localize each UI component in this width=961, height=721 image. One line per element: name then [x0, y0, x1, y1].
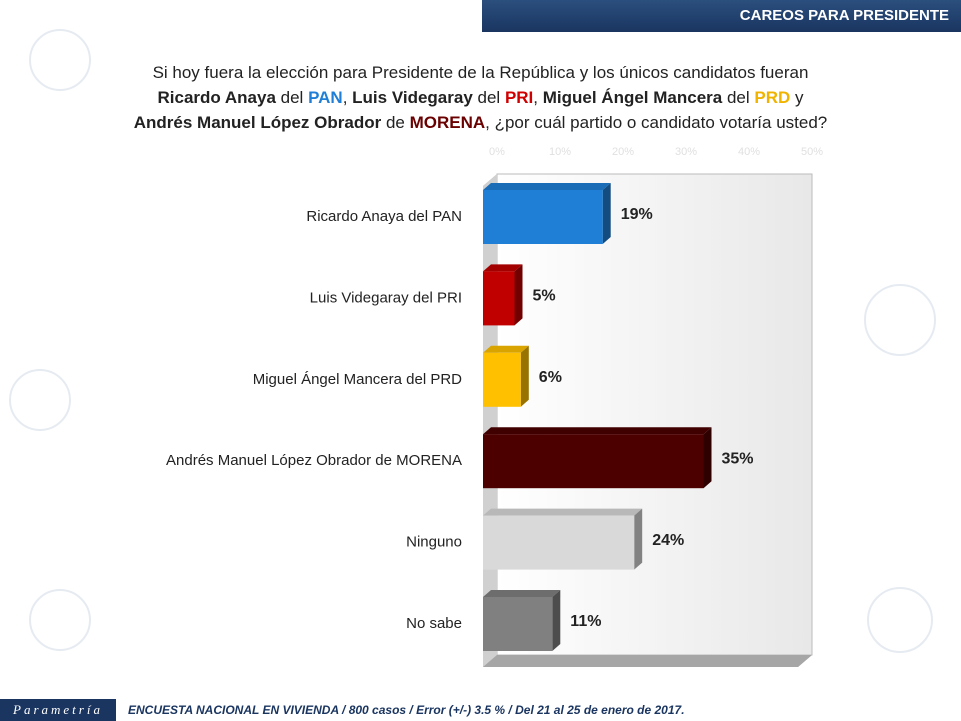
- y-tick-label: Luis Videgaray del PRI: [310, 289, 462, 306]
- bar-top: [483, 264, 523, 272]
- title-segment: Miguel Ángel Mancera: [542, 88, 723, 107]
- y-tick-label: Miguel Ángel Mancera del PRD: [253, 371, 462, 388]
- x-tick-label: 30%: [675, 146, 697, 158]
- value-label: 24%: [652, 532, 684, 549]
- title-line: Si hoy fuera la elección para Presidente…: [0, 60, 961, 85]
- bar: [483, 434, 704, 489]
- bar: [483, 190, 603, 244]
- title-segment: PAN: [308, 88, 343, 107]
- y-tick-label: Ricardo Anaya del PAN: [306, 208, 462, 225]
- x-tick-label: 0%: [489, 146, 505, 158]
- title-line: Ricardo Anaya del PAN, Luis Videgaray de…: [0, 85, 961, 110]
- title-segment: ,: [342, 88, 353, 107]
- title-segment: MORENA: [409, 113, 486, 132]
- bar: [483, 352, 521, 407]
- title-segment: PRD: [754, 88, 791, 107]
- bar: [483, 515, 635, 570]
- title-segment: del: [472, 88, 505, 107]
- bar-top: [483, 427, 712, 435]
- bar-side: [514, 264, 523, 326]
- title-segment: Andrés Manuel López Obrador: [133, 113, 382, 132]
- title-segment: Ricardo Anaya: [157, 88, 276, 107]
- x-tick-label: 40%: [738, 146, 760, 158]
- title-segment: , ¿por cuál partido o candidato votaría …: [485, 113, 828, 132]
- title-segment: ,: [533, 88, 543, 107]
- title-segment: de: [381, 113, 410, 132]
- value-label: 11%: [570, 613, 601, 630]
- y-tick-label: Ninguno: [406, 534, 462, 551]
- title-segment: del: [722, 88, 755, 107]
- bar: [483, 597, 553, 651]
- x-tick-label: 50%: [801, 146, 823, 158]
- title-segment: y: [790, 88, 804, 107]
- value-label: 19%: [621, 206, 653, 223]
- bar-side: [634, 508, 643, 570]
- x-tick-label: 20%: [612, 146, 634, 158]
- chart-title: Si hoy fuera la elección para Presidente…: [0, 60, 961, 135]
- y-tick-label: No sabe: [406, 615, 462, 632]
- value-label: 6%: [539, 369, 562, 386]
- value-label: 35%: [722, 450, 754, 467]
- title-segment: del: [275, 88, 309, 107]
- title-segment: Luis Videgaray: [352, 88, 473, 107]
- bar-top: [483, 183, 611, 190]
- title-line: Andrés Manuel López Obrador de MORENA, ¿…: [0, 110, 961, 135]
- title-segment: PRI: [504, 88, 534, 107]
- title-segment: Si hoy fuera la elección para Presidente…: [152, 63, 809, 82]
- logo: Parametría: [0, 699, 116, 721]
- bar-side: [520, 345, 529, 407]
- bar-top: [483, 345, 529, 353]
- bar-top: [483, 590, 561, 597]
- bar-top: [483, 508, 643, 516]
- bar-side: [703, 427, 712, 489]
- header: CAREOS PARA PRESIDENTE: [482, 0, 961, 32]
- y-tick-label: Andrés Manuel López Obrador de MORENA: [166, 452, 462, 469]
- bar-side: [552, 590, 561, 651]
- bar-side: [602, 183, 611, 244]
- x-tick-label: 10%: [549, 146, 571, 158]
- value-label: 5%: [533, 288, 556, 305]
- footer: ENCUESTA NACIONAL EN VIVIENDA / 800 caso…: [128, 703, 685, 717]
- bar: [483, 271, 515, 326]
